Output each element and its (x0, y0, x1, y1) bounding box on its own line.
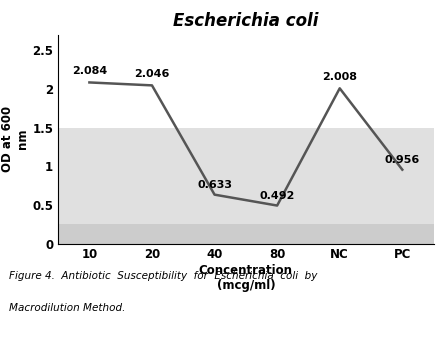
Text: 0.492: 0.492 (259, 191, 295, 201)
Text: 2.046: 2.046 (134, 69, 170, 79)
Text: Figure 4.  Antibiotic  Susceptibility  for  Escherichia  coli  by: Figure 4. Antibiotic Susceptibility for … (9, 271, 317, 282)
Y-axis label: OD at 600
nm: OD at 600 nm (1, 106, 30, 172)
Bar (58, 128, 434, 224)
Text: 0.956: 0.956 (385, 155, 420, 165)
X-axis label: Concentration
(mcg/ml): Concentration (mcg/ml) (199, 264, 293, 292)
Text: 2.008: 2.008 (322, 72, 357, 82)
Bar (58, 35, 434, 128)
Text: 2.084: 2.084 (72, 66, 107, 76)
Text: Macrodilution Method.: Macrodilution Method. (9, 303, 125, 313)
Text: 0.633: 0.633 (197, 180, 232, 190)
Bar (58, 224, 434, 244)
Title: Escherichia coli: Escherichia coli (173, 13, 319, 31)
